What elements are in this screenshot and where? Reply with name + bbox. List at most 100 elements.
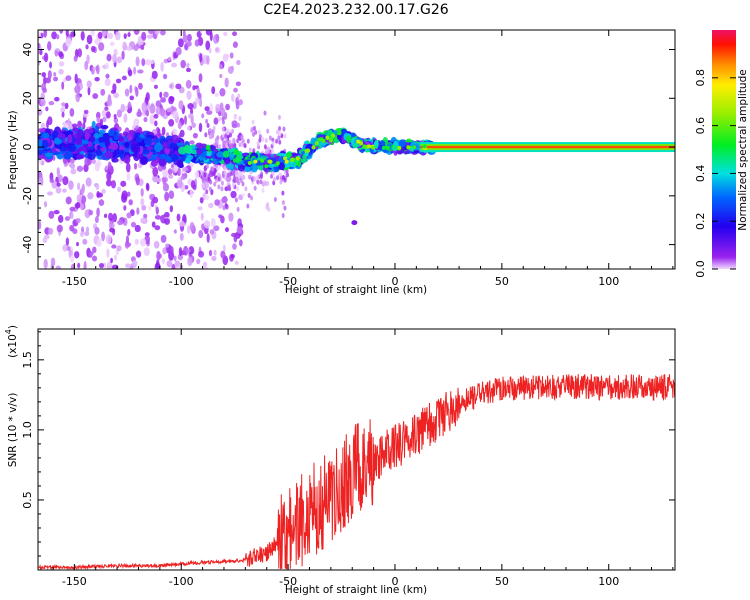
heatmap-cell — [45, 106, 49, 112]
heatmap-cell — [235, 100, 240, 110]
heatmap-cell — [212, 125, 216, 131]
heatmap-cell — [392, 146, 397, 151]
spectrogram-y-tick-label: -20 — [21, 187, 34, 205]
heatmap-cell — [68, 180, 74, 190]
heatmap-cell — [148, 205, 152, 211]
heatmap-cell — [128, 129, 135, 137]
heatmap-cell — [219, 102, 224, 110]
heatmap-cell — [92, 246, 97, 254]
heatmap-cell — [192, 132, 198, 139]
spectrogram-x-ticks: -150 -100 -50 0 50 100 — [52, 30, 674, 288]
heatmap-cell — [237, 164, 246, 172]
heatmap-cell — [271, 171, 275, 177]
heatmap-cell — [116, 150, 124, 155]
heatmap-cell — [385, 145, 390, 150]
heatmap-cell — [177, 121, 182, 130]
heatmap-cell — [85, 226, 90, 233]
heatmap-cell — [224, 128, 231, 136]
heatmap-cell — [135, 136, 143, 143]
heatmap-cell — [251, 164, 258, 173]
heatmap-cell — [104, 150, 113, 160]
heatmap-cell — [53, 210, 60, 215]
snr-x-tick-label: -50 — [279, 575, 297, 588]
heatmap-cell — [121, 75, 127, 81]
heatmap-cell — [263, 180, 267, 186]
heatmap-cell — [69, 224, 75, 232]
heatmap-cell — [65, 237, 70, 246]
heatmap-cell — [398, 140, 405, 148]
heatmap-cell — [228, 139, 232, 145]
heatmap-cell — [77, 48, 83, 58]
heatmap-cell — [362, 144, 367, 149]
heatmap-cell — [191, 122, 196, 128]
heatmap-cell — [112, 213, 117, 223]
heatmap-cell — [189, 221, 195, 232]
heatmap-cell — [177, 253, 184, 261]
heatmap-cell — [212, 170, 216, 176]
heatmap-cell — [116, 245, 122, 252]
heatmap-cell — [104, 139, 111, 147]
heatmap-cell — [87, 152, 96, 160]
heatmap-cell — [224, 133, 228, 139]
heatmap-cell — [62, 188, 67, 193]
heatmap-cell — [227, 66, 234, 74]
heatmap-cell — [65, 196, 72, 205]
heatmap-cell — [126, 212, 132, 219]
heatmap-cell — [160, 30, 166, 36]
heatmap-cell — [133, 66, 137, 75]
heatmap-cell — [276, 129, 280, 135]
heatmap-cell — [91, 45, 96, 53]
heatmap-cell — [179, 232, 184, 241]
heatmap-cell — [39, 49, 43, 56]
heatmap-cell — [94, 125, 100, 133]
heatmap-cell — [43, 258, 48, 269]
heatmap-cell — [204, 132, 208, 138]
heatmap-cell — [38, 139, 43, 148]
heatmap-cell — [164, 191, 170, 202]
heatmap-cell — [241, 181, 245, 187]
heatmap-cell — [154, 225, 161, 231]
heatmap-cell — [205, 40, 211, 51]
heatmap-cell — [77, 182, 81, 191]
heatmap-cell — [168, 95, 174, 105]
heatmap-cell — [122, 131, 129, 137]
heatmap-cell — [132, 260, 138, 267]
heatmap-cell — [261, 187, 265, 193]
heatmap-cell — [209, 103, 214, 113]
heatmap-cell — [55, 265, 62, 269]
heatmap-cell — [321, 138, 326, 143]
snr-frame — [37, 328, 676, 571]
heatmap-cell — [92, 66, 97, 71]
heatmap-cell — [106, 248, 110, 258]
heatmap-cell — [123, 113, 128, 123]
heatmap-cell — [204, 194, 210, 201]
heatmap-cell — [94, 132, 99, 138]
heatmap-cell — [226, 172, 230, 178]
heatmap-cell — [74, 136, 82, 145]
heatmap-cell — [41, 139, 49, 149]
heatmap-cell — [182, 34, 188, 43]
heatmap-cell — [253, 159, 258, 164]
spectrogram-x-tick-label: 50 — [495, 275, 509, 288]
spectrogram-heat — [38, 30, 675, 269]
heatmap-cell — [205, 30, 213, 36]
heatmap-cell — [233, 233, 238, 243]
heatmap-cell — [228, 186, 232, 192]
heatmap-cell — [202, 183, 206, 189]
heatmap-cell — [218, 63, 223, 70]
heatmap-cell — [133, 162, 138, 170]
heatmap-cell — [154, 120, 158, 127]
heatmap-cell — [311, 145, 316, 150]
heatmap-cell — [304, 152, 309, 157]
heatmap-cell — [223, 195, 227, 201]
heatmap-cell — [283, 177, 287, 183]
heatmap-cell — [92, 93, 99, 99]
heatmap-cell — [138, 82, 143, 90]
heatmap-cell — [137, 108, 142, 117]
heatmap-cell — [199, 197, 204, 204]
heatmap-cell — [222, 143, 226, 149]
heatmap-cell — [356, 139, 361, 144]
heatmap-cell — [127, 32, 131, 38]
heatmap-cell — [87, 86, 91, 96]
snr-scale-exponent: 4 — [4, 329, 13, 334]
